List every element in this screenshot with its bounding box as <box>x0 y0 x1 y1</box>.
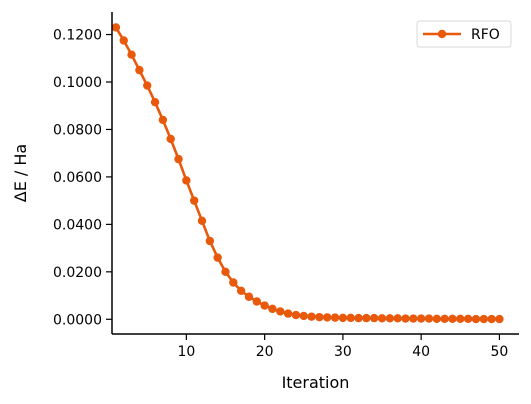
data-point <box>330 313 340 322</box>
data-point <box>370 313 379 323</box>
data-point <box>385 314 395 323</box>
data-point <box>158 115 168 125</box>
data-point <box>487 314 496 324</box>
data-point <box>260 301 269 310</box>
data-point <box>189 196 199 205</box>
data-point <box>471 314 481 324</box>
data-point <box>119 36 128 45</box>
data-point <box>236 286 246 296</box>
data-point <box>111 23 121 32</box>
data-point <box>205 236 215 246</box>
data-point <box>213 253 222 262</box>
y-axis-label: ΔE / Ha <box>11 144 30 202</box>
y-tick-label: 0.1000 <box>53 75 102 91</box>
data-point <box>283 309 293 318</box>
data-point <box>463 314 473 324</box>
y-tick-label: 0.0800 <box>53 122 102 138</box>
data-point <box>401 314 410 323</box>
legend: RFO <box>416 20 512 48</box>
data-point <box>127 50 136 59</box>
data-point <box>166 134 175 144</box>
x-tick-label: 30 <box>334 344 352 360</box>
data-point <box>174 154 183 164</box>
y-tick-label: 0.0000 <box>53 312 102 328</box>
data-point <box>197 216 207 226</box>
series-line-rfo <box>114 26 500 321</box>
axes <box>111 12 519 335</box>
data-point <box>440 314 449 324</box>
legend-swatch-marker <box>437 29 447 39</box>
data-point <box>479 314 488 324</box>
x-tick-label: 20 <box>256 344 274 360</box>
data-point <box>229 278 238 287</box>
data-point <box>354 313 363 323</box>
data-point <box>315 312 324 322</box>
data-point <box>276 307 285 316</box>
data-point <box>456 314 465 324</box>
data-point <box>221 267 230 277</box>
x-tick-label: 40 <box>412 344 430 360</box>
data-point <box>409 314 418 323</box>
legend-label: RFO <box>471 27 500 43</box>
data-point <box>346 313 355 323</box>
x-axis-label: Iteration <box>282 373 350 392</box>
data-point <box>495 314 504 324</box>
y-tick-label: 0.0200 <box>53 265 102 281</box>
data-point <box>299 311 308 321</box>
data-point <box>416 314 426 323</box>
data-point <box>143 81 152 90</box>
data-point <box>432 314 442 324</box>
data-point <box>307 312 316 321</box>
data-point <box>448 314 457 324</box>
legend-box <box>416 20 512 48</box>
y-tick-label: 0.0600 <box>53 170 102 186</box>
ticks: 10 20 30 40 50 0.0000 0.0200 0.0400 0.0600 0.0800… <box>53 28 508 360</box>
data-point <box>291 310 301 320</box>
data-point <box>252 297 261 306</box>
x-tick-label: 50 <box>491 344 509 360</box>
y-tick-label: 0.0400 <box>53 217 102 233</box>
data-point <box>362 313 371 323</box>
data-point <box>424 314 434 323</box>
data-point <box>377 314 387 323</box>
data-point <box>338 313 348 323</box>
data-point <box>135 65 144 75</box>
data-point <box>393 314 402 323</box>
data-point <box>323 313 332 322</box>
plot-area <box>111 23 504 324</box>
data-point <box>268 304 277 314</box>
data-point <box>182 176 191 185</box>
x-tick-label: 10 <box>177 344 195 360</box>
data-point <box>150 97 160 107</box>
data-point <box>244 292 254 301</box>
y-tick-label: 0.1200 <box>53 28 102 44</box>
